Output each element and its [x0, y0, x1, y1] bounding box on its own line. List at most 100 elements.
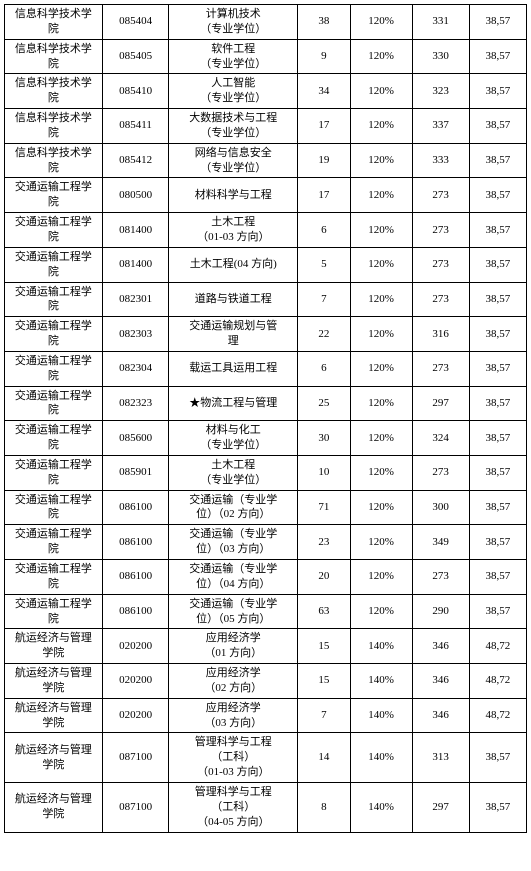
table-row: 信息科学技术学 院085410人工智能 （专业学位）34120%32338,57: [5, 74, 527, 109]
cell-code: 081400: [102, 247, 169, 282]
table-row: 航运经济与管理 学院020200应用经济学 （01 方向）15140%34648…: [5, 629, 527, 664]
cell-school: 交通运输工程学 院: [5, 317, 103, 352]
table-row: 交通运输工程学 院080500材料科学与工程17120%27338,57: [5, 178, 527, 213]
cell-major: 应用经济学 （02 方向）: [169, 664, 298, 699]
cell-score: 300: [412, 490, 469, 525]
cell-percent: 120%: [350, 525, 412, 560]
cell-count: 7: [298, 282, 350, 317]
cell-major: 计算机技术 （专业学位）: [169, 5, 298, 40]
cell-code: 082303: [102, 317, 169, 352]
cell-percent: 120%: [350, 317, 412, 352]
cell-school: 信息科学技术学 院: [5, 5, 103, 40]
cell-school: 交通运输工程学 院: [5, 421, 103, 456]
cell-percent: 120%: [350, 421, 412, 456]
cell-score: 297: [412, 782, 469, 832]
table-row: 交通运输工程学 院081400土木工程(04 方向)5120%27338,57: [5, 247, 527, 282]
cell-percent: 140%: [350, 698, 412, 733]
cell-percent: 120%: [350, 247, 412, 282]
cell-count: 15: [298, 629, 350, 664]
table-row: 交通运输工程学 院082301道路与铁道工程7120%27338,57: [5, 282, 527, 317]
cell-score: 330: [412, 39, 469, 74]
cell-count: 8: [298, 782, 350, 832]
cell-score: 323: [412, 74, 469, 109]
cell-percent: 120%: [350, 560, 412, 595]
cell-score: 273: [412, 351, 469, 386]
cell-major: 管理科学与工程 （工科） （01-03 方向）: [169, 733, 298, 783]
cell-major: 材料与化工 （专业学位）: [169, 421, 298, 456]
cell-count: 10: [298, 455, 350, 490]
cell-school: 航运经济与管理 学院: [5, 629, 103, 664]
cell-major: 交通运输（专业学 位）（02 方向）: [169, 490, 298, 525]
cell-count: 6: [298, 213, 350, 248]
cell-count: 30: [298, 421, 350, 456]
cell-cutoff: 38,57: [469, 143, 526, 178]
cell-code: 081400: [102, 213, 169, 248]
cell-count: 23: [298, 525, 350, 560]
cell-major: 人工智能 （专业学位）: [169, 74, 298, 109]
cell-cutoff: 38,57: [469, 247, 526, 282]
cell-percent: 120%: [350, 39, 412, 74]
cell-score: 349: [412, 525, 469, 560]
cell-cutoff: 38,57: [469, 455, 526, 490]
cell-cutoff: 38,57: [469, 525, 526, 560]
table-row: 交通运输工程学 院085600材料与化工 （专业学位）30120%32438,5…: [5, 421, 527, 456]
cell-code: 085404: [102, 5, 169, 40]
cell-percent: 120%: [350, 351, 412, 386]
cell-percent: 120%: [350, 386, 412, 421]
cell-percent: 120%: [350, 490, 412, 525]
cell-cutoff: 38,57: [469, 5, 526, 40]
cell-school: 信息科学技术学 院: [5, 143, 103, 178]
cell-cutoff: 38,57: [469, 74, 526, 109]
cell-school: 交通运输工程学 院: [5, 282, 103, 317]
cell-cutoff: 38,57: [469, 490, 526, 525]
cell-cutoff: 38,57: [469, 213, 526, 248]
cell-school: 航运经济与管理 学院: [5, 664, 103, 699]
cell-cutoff: 38,57: [469, 421, 526, 456]
cell-score: 324: [412, 421, 469, 456]
cell-score: 297: [412, 386, 469, 421]
cell-school: 航运经济与管理 学院: [5, 782, 103, 832]
cell-percent: 120%: [350, 594, 412, 629]
cell-code: 080500: [102, 178, 169, 213]
cell-code: 020200: [102, 664, 169, 699]
table-row: 航运经济与管理 学院087100管理科学与工程 （工科） （04-05 方向）8…: [5, 782, 527, 832]
cell-school: 交通运输工程学 院: [5, 351, 103, 386]
cell-cutoff: 38,57: [469, 560, 526, 595]
cell-cutoff: 38,57: [469, 733, 526, 783]
cell-score: 346: [412, 664, 469, 699]
table-row: 交通运输工程学 院081400土木工程 （01-03 方向）6120%27338…: [5, 213, 527, 248]
cell-major: 软件工程 （专业学位）: [169, 39, 298, 74]
cell-major: 土木工程 （01-03 方向）: [169, 213, 298, 248]
cell-score: 273: [412, 247, 469, 282]
table-row: 交通运输工程学 院085901土木工程 （专业学位）10120%27338,57: [5, 455, 527, 490]
cell-score: 333: [412, 143, 469, 178]
table-row: 交通运输工程学 院082303交通运输规划与管 理22120%31638,57: [5, 317, 527, 352]
cell-school: 交通运输工程学 院: [5, 386, 103, 421]
cell-count: 20: [298, 560, 350, 595]
cell-score: 346: [412, 629, 469, 664]
cell-score: 273: [412, 455, 469, 490]
cell-cutoff: 38,57: [469, 317, 526, 352]
table-row: 交通运输工程学 院086100交通运输（专业学 位）（05 方向）63120%2…: [5, 594, 527, 629]
cell-count: 14: [298, 733, 350, 783]
table-row: 航运经济与管理 学院020200应用经济学 （02 方向）15140%34648…: [5, 664, 527, 699]
cell-score: 273: [412, 213, 469, 248]
cell-percent: 120%: [350, 178, 412, 213]
cell-percent: 120%: [350, 213, 412, 248]
cell-percent: 140%: [350, 733, 412, 783]
cell-major: 大数据技术与工程 （专业学位）: [169, 109, 298, 144]
cell-code: 085411: [102, 109, 169, 144]
cell-code: 086100: [102, 560, 169, 595]
cell-code: 020200: [102, 698, 169, 733]
table-row: 交通运输工程学 院082304载运工具运用工程6120%27338,57: [5, 351, 527, 386]
cell-score: 316: [412, 317, 469, 352]
cell-major: 网络与信息安全 （专业学位）: [169, 143, 298, 178]
cell-code: 085410: [102, 74, 169, 109]
cell-school: 航运经济与管理 学院: [5, 698, 103, 733]
cell-major: 载运工具运用工程: [169, 351, 298, 386]
cell-code: 087100: [102, 733, 169, 783]
cell-school: 交通运输工程学 院: [5, 525, 103, 560]
cell-score: 273: [412, 178, 469, 213]
cell-count: 6: [298, 351, 350, 386]
cell-code: 086100: [102, 525, 169, 560]
